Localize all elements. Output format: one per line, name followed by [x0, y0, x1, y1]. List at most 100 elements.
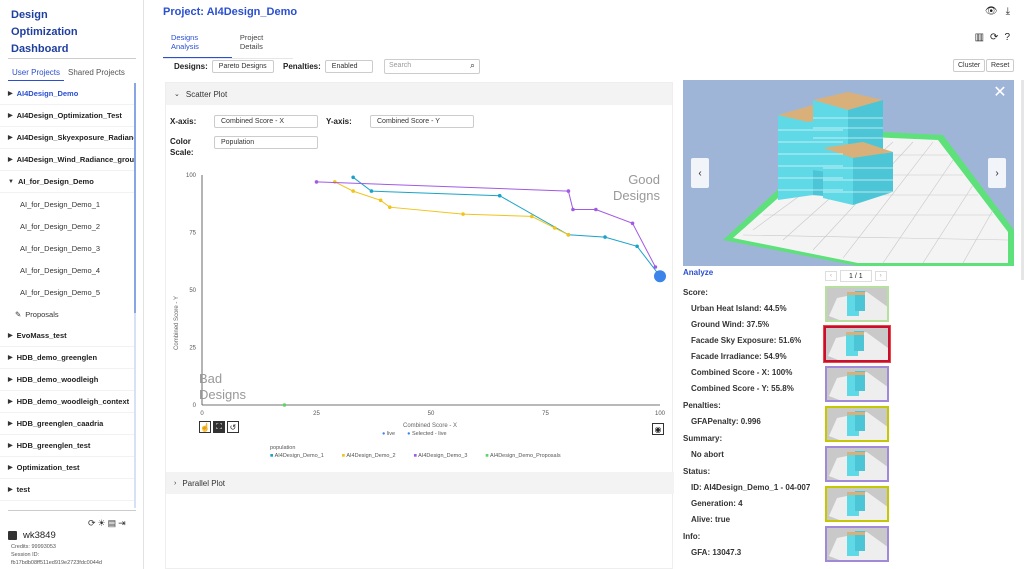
y-tick-label: 75 — [189, 231, 196, 237]
refresh-icon[interactable]: ⟳ — [88, 518, 96, 528]
design-thumbnail[interactable] — [825, 286, 889, 322]
legend-item[interactable]: ■ AI4Design_Demo_2 — [341, 453, 396, 459]
designs-select[interactable]: Pareto Designs — [211, 60, 274, 73]
subproject-item[interactable]: AI_for_Design_Demo_4 — [20, 265, 101, 275]
chart-tools: ☝ ⛶ ↺ — [199, 421, 239, 433]
project-item[interactable]: ▶ HDB_demo_greenglen — [0, 347, 134, 369]
project-label: AI4Design_Optimization_Test — [16, 111, 122, 120]
y-tick-label: 50 — [189, 288, 196, 294]
card-icon[interactable]: ▤ — [107, 518, 117, 528]
3d-viewer[interactable]: ✕ ‹ › — [683, 80, 1014, 266]
user-actions: ⟳ ☀ ▤ ⇥ — [88, 518, 126, 529]
data-point — [529, 214, 534, 219]
refresh-icon[interactable]: ⟳ — [990, 32, 999, 43]
chevron-down-icon: ⌄ — [174, 91, 180, 98]
sun-icon[interactable]: ☀ — [97, 518, 106, 528]
chart-grid: 0 25 50 75 100 0 25 50 75 100 — [186, 173, 666, 417]
camera-icon[interactable]: ◉ — [652, 423, 664, 435]
penalties-select[interactable]: Enabled — [324, 60, 373, 73]
scatter-chart[interactable]: 0 25 50 75 100 0 25 50 75 100 Good Designs Bad De… — [166, 163, 674, 463]
project-item[interactable]: ▶ Optimization_test — [0, 457, 134, 479]
parallel-header[interactable]: › Parallel Plot — [166, 472, 674, 494]
design-thumbnail[interactable] — [825, 486, 889, 522]
tool-icons: ▥ ⟳ ? — [975, 32, 1010, 43]
legend-item[interactable]: ■ AI4Design_Demo_3 — [413, 453, 468, 459]
prev-page-button[interactable]: ‹ — [825, 271, 837, 281]
reset-button[interactable]: Reset — [986, 59, 1015, 72]
sidebar-scrollbar[interactable] — [134, 83, 136, 508]
search-icon[interactable]: ⌕ — [469, 60, 475, 70]
tab-user-projects[interactable]: User Projects — [8, 66, 65, 81]
page-scrollbar[interactable] — [1021, 80, 1024, 280]
prev-design-button[interactable]: ‹ — [691, 158, 709, 188]
designs-control: Designs: Pareto Designs — [174, 59, 274, 74]
zoom-box-icon[interactable]: ⛶ — [213, 421, 225, 433]
pan-icon[interactable]: ☝ — [199, 421, 211, 433]
search-input[interactable]: Search ⌕ — [384, 59, 480, 74]
chart-series — [282, 175, 666, 407]
project-item[interactable]: ▶ AI4Design_Wind_Radiance_group — [0, 149, 134, 171]
proposals-item[interactable]: ✎ Proposals — [15, 309, 59, 319]
data-point — [497, 193, 502, 198]
scatter-header[interactable]: ⌄ Scatter Plot — [166, 83, 672, 105]
project-item[interactable]: ▶ HDB_demo_woodleigh — [0, 369, 134, 391]
y-tick-label: 25 — [189, 346, 196, 352]
columns-icon[interactable]: ▥ — [974, 32, 985, 43]
reset-view-icon[interactable]: ↺ — [227, 421, 239, 433]
cluster-button[interactable]: Cluster — [953, 59, 986, 72]
page-indicator: 1 / 1 — [840, 270, 872, 282]
logout-icon[interactable]: ⇥ — [118, 518, 126, 528]
tab-shared-projects[interactable]: Shared Projects — [68, 68, 125, 77]
next-design-button[interactable]: › — [988, 158, 1006, 188]
subproject-item[interactable]: AI_for_Design_Demo_2 — [20, 221, 101, 231]
legend-item[interactable]: ■ AI4Design_Demo_1 — [270, 453, 324, 459]
project-item[interactable]: ▶ HDB_greenglen_test — [0, 435, 134, 457]
project-item[interactable]: ▶ AI4Design_Skyexposure_Radiance — [0, 127, 134, 149]
subproject-item[interactable]: AI_for_Design_Demo_5 — [20, 287, 101, 297]
legend-item[interactable]: ■ AI4Design_Demo_Proposals — [485, 453, 561, 459]
info-value: GFA: 13047.3 — [691, 548, 742, 557]
close-icon[interactable]: ✕ — [993, 84, 1007, 101]
subproject-item[interactable]: AI_for_Design_Demo_1 — [20, 199, 101, 209]
next-page-button[interactable]: › — [874, 271, 887, 281]
tab-designs-analysis[interactable]: Designs Analysis — [163, 30, 232, 58]
project-item[interactable]: ▶ HDB_demo_woodleigh_context — [0, 391, 134, 413]
project-item[interactable]: ▼ AI_for_Design_Demo — [0, 171, 134, 193]
divider — [8, 58, 136, 59]
project-item[interactable]: ▶ EvoMass_test — [0, 325, 134, 347]
design-thumbnail[interactable] — [825, 526, 889, 562]
eye-icon[interactable]: 👁 — [984, 6, 998, 17]
score-value: Facade Sky Exposure: 51.6% — [691, 336, 802, 345]
y-tick-label: 0 — [193, 403, 197, 409]
tab-project-details[interactable]: Project Details — [239, 33, 264, 51]
data-point — [630, 221, 635, 226]
project-item[interactable]: ▶ AI4Design_Demo — [0, 83, 134, 105]
color-scale-select[interactable]: Population — [214, 136, 318, 149]
scroll-thumb[interactable] — [134, 83, 136, 313]
project-list: ▶ AI4Design_Demo ▶ AI4Design_Optimization_… — [0, 83, 134, 503]
legend-selected-live: ● Selected - live — [407, 431, 447, 437]
user-icon — [8, 531, 17, 540]
data-point — [566, 189, 571, 193]
project-label: AI4Design_Wind_Radiance_group — [16, 155, 134, 164]
design-thumbnail-selected[interactable] — [823, 325, 891, 363]
x-tick-label: 50 — [428, 411, 435, 417]
status-value: ID: AI4Design_Demo_1 - 04-007 — [691, 483, 811, 492]
project-label: AI4Design_Skyexposure_Radiance — [16, 133, 134, 142]
project-item[interactable]: ▶ HDB_greenglen_caadria — [0, 413, 134, 435]
help-icon[interactable]: ? — [1004, 32, 1010, 43]
download-icon[interactable]: ⤓ — [1005, 6, 1010, 17]
population-legend-title: population — [270, 445, 296, 451]
data-point — [571, 207, 575, 212]
project-item[interactable]: ▶ test — [0, 479, 134, 501]
design-thumbnail[interactable] — [825, 446, 889, 482]
design-thumbnail[interactable] — [825, 366, 889, 402]
design-thumbnail[interactable] — [825, 406, 889, 442]
x-axis-select[interactable]: Combined Score - X — [214, 115, 318, 128]
y-axis-select[interactable]: Combined Score - Y — [370, 115, 474, 128]
sidebar: Design Optimization Dashboard User Proje… — [0, 0, 144, 569]
subproject-item[interactable]: AI_for_Design_Demo_3 — [20, 243, 101, 253]
summary-value: No abort — [691, 450, 724, 459]
project-label: AI_for_Design_Demo — [17, 177, 94, 186]
project-item[interactable]: ▶ AI4Design_Optimization_Test — [0, 105, 134, 127]
